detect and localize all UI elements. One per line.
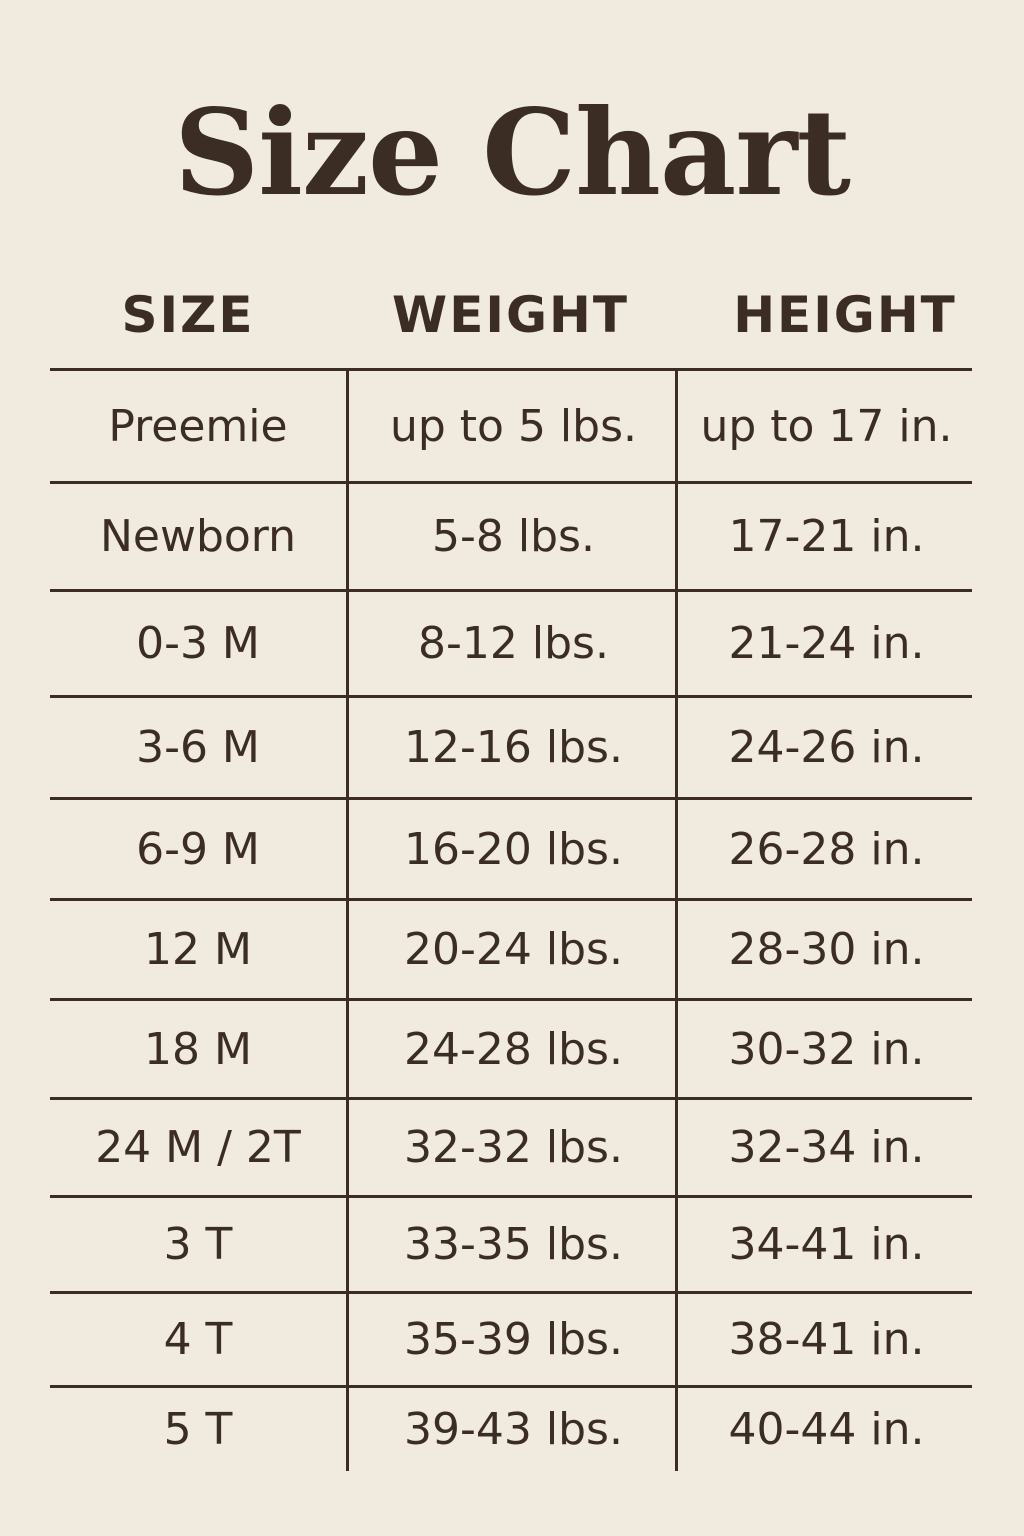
table-row: Newborn 5-8 lbs. 17-21 in. (50, 481, 972, 589)
cell-height: 30-32 in. (675, 1001, 975, 1097)
cell-weight: 32-32 lbs. (346, 1100, 678, 1195)
cell-size: 18 M (144, 1023, 252, 1075)
cell-size: 24 M / 2T (95, 1122, 301, 1173)
cell-height: 32-34 in. (675, 1100, 975, 1195)
cell-weight: 39-43 lbs. (346, 1388, 678, 1471)
column-header-size: SIZE (121, 286, 255, 344)
table-row: Preemie up to 5 lbs. up to 17 in. (50, 368, 972, 481)
size-table: Preemie up to 5 lbs. up to 17 in. Newborn 5-… (50, 368, 972, 1471)
cell-size: 4 T (163, 1314, 233, 1365)
cell-height: 24-26 in. (675, 698, 975, 797)
table-row: 24 M / 2T 32-32 lbs. 32-34 in. (50, 1097, 972, 1195)
table-row: 4 T 35-39 lbs. 38-41 in. (50, 1291, 972, 1385)
cell-size: 5 T (163, 1404, 233, 1455)
cell-size: 3-6 M (136, 722, 260, 773)
cell-weight: 35-39 lbs. (346, 1294, 678, 1385)
cell-height: 34-41 in. (675, 1198, 975, 1291)
cell-weight: 16-20 lbs. (346, 800, 678, 898)
table-row: 5 T 39-43 lbs. 40-44 in. (50, 1385, 972, 1471)
cell-size: 0-3 M (136, 618, 260, 669)
cell-height: 28-30 in. (675, 901, 975, 998)
cell-size: 3 T (163, 1219, 233, 1270)
cell-height: 38-41 in. (675, 1294, 975, 1385)
cell-size: 12 M (144, 924, 252, 975)
cell-weight: 8-12 lbs. (346, 592, 678, 695)
cell-size: Preemie (108, 400, 288, 452)
cell-height: 26-28 in. (675, 800, 975, 898)
table-row: 3 T 33-35 lbs. 34-41 in. (50, 1195, 972, 1291)
column-header-height: HEIGHT (733, 286, 957, 344)
cell-size: Newborn (99, 511, 297, 562)
table-row: 18 M 24-28 lbs. 30-32 in. (50, 998, 972, 1097)
cell-weight: 20-24 lbs. (346, 901, 678, 998)
cell-size: 6-9 M (136, 823, 260, 875)
table-row: 0-3 M 8-12 lbs. 21-24 in. (50, 589, 972, 695)
cell-height: 17-21 in. (675, 484, 975, 589)
cell-height: 21-24 in. (675, 592, 975, 695)
cell-weight: 12-16 lbs. (346, 698, 678, 797)
table-row: 6-9 M 16-20 lbs. 26-28 in. (50, 797, 972, 898)
cell-weight: up to 5 lbs. (346, 371, 678, 481)
cell-weight: 5-8 lbs. (346, 484, 678, 589)
column-header-weight: WEIGHT (392, 286, 629, 344)
cell-weight: 33-35 lbs. (346, 1198, 678, 1291)
page-title: Size Chart (173, 83, 851, 222)
table-row: 3-6 M 12-16 lbs. 24-26 in. (50, 695, 972, 797)
cell-height: 40-44 in. (675, 1388, 975, 1471)
cell-height: up to 17 in. (675, 371, 975, 481)
table-row: 12 M 20-24 lbs. 28-30 in. (50, 898, 972, 998)
cell-weight: 24-28 lbs. (346, 1001, 678, 1097)
